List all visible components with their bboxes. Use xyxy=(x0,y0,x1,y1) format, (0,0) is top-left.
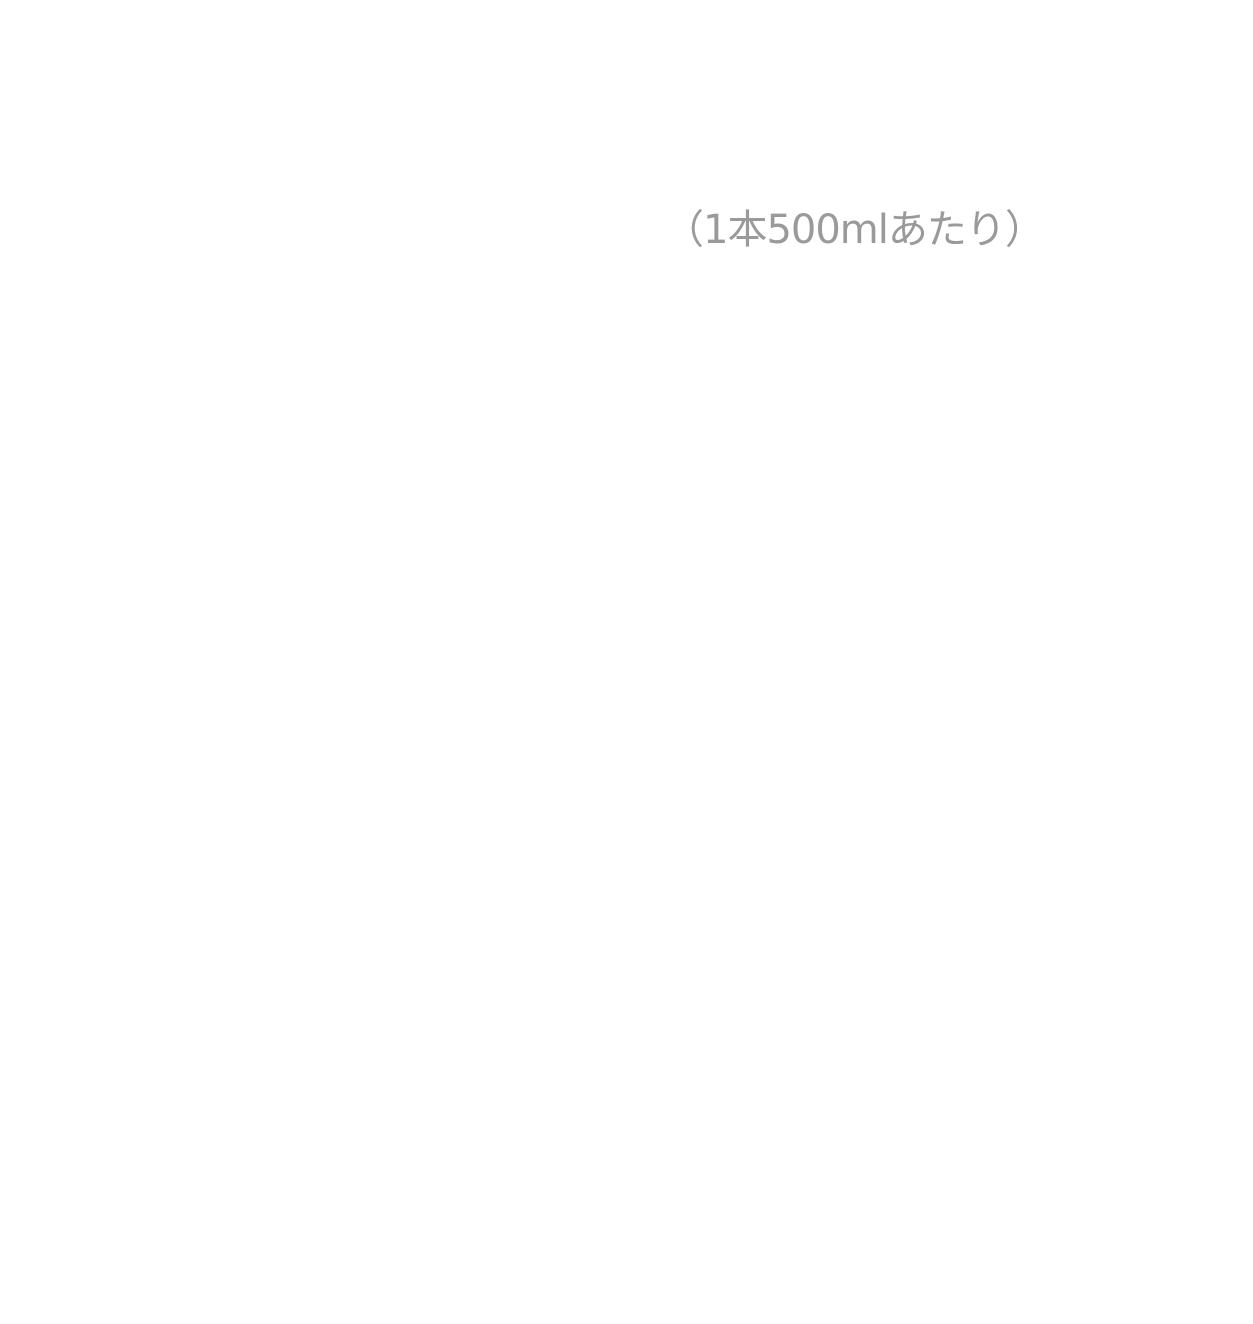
per-bottle-note: （1本500mlあたり） xyxy=(664,207,1045,253)
